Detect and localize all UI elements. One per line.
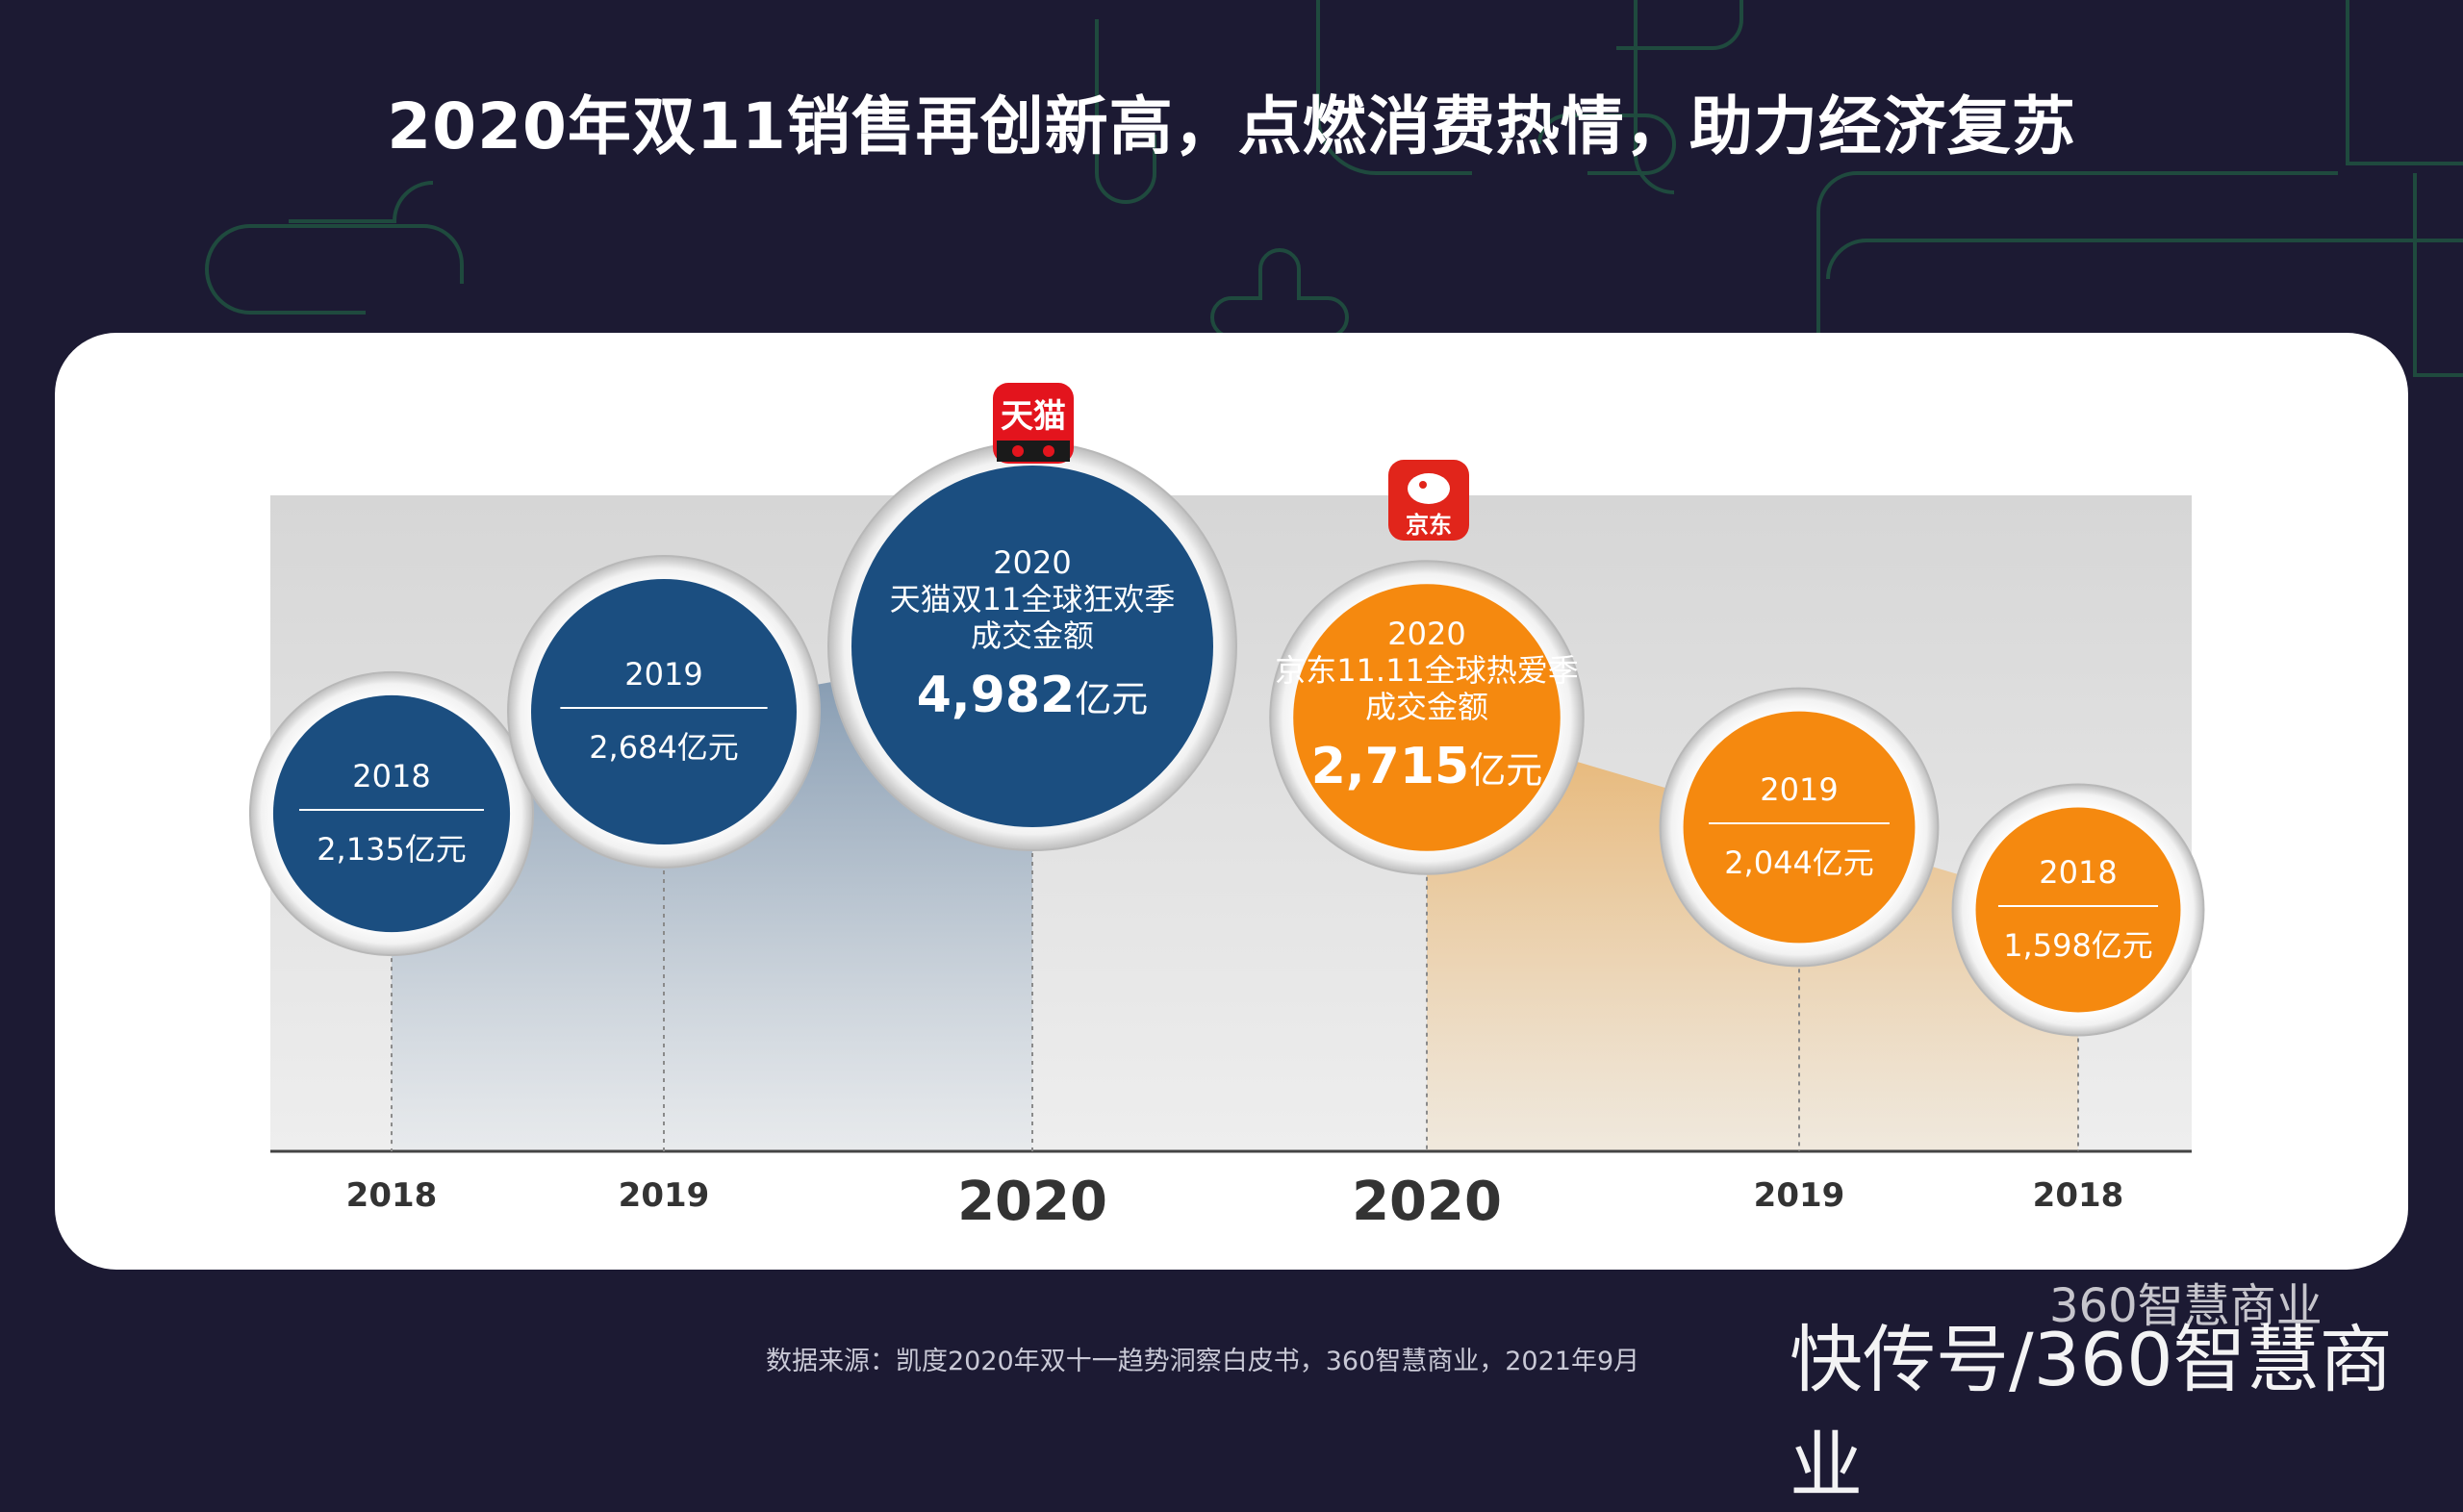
bubble-fill — [851, 466, 1213, 827]
bubble-desc-text: 京东11.11全球热爱季 — [1275, 652, 1579, 689]
x-tick-label: 2020 — [957, 1171, 1107, 1233]
tmall-logo: 天猫 — [993, 383, 1074, 464]
bubble-desc-text: 2020 — [1387, 616, 1465, 652]
x-tick-label: 2019 — [619, 1176, 710, 1215]
bubble-year-label: 2019 — [1760, 771, 1838, 808]
logo-dog-eye — [1419, 481, 1427, 489]
watermark-logo: 360智慧商业 — [2049, 1279, 2323, 1333]
logo-text: 京东 — [1406, 512, 1452, 539]
bubble-year-label: 2018 — [352, 758, 430, 794]
logo-dog-head — [1408, 473, 1450, 504]
bubble-tmall-2018: 2018 2,135亿元 — [248, 670, 535, 957]
bubble-tmall-2019: 2019 2,684亿元 — [507, 555, 821, 869]
bubble-year-label: 2019 — [624, 656, 702, 693]
bubble-fill — [272, 694, 511, 933]
bubble-desc-text: 2020 — [993, 544, 1071, 581]
bubble-jd-2019: 2019 2,044亿元 — [1659, 687, 1940, 968]
x-tick-label: 2018 — [346, 1176, 438, 1215]
logo-eyes — [997, 441, 1070, 462]
bubble-value-label: 4,982亿元 — [917, 667, 1149, 724]
bubble-fill — [531, 579, 797, 844]
logo-text: 天猫 — [1001, 397, 1066, 436]
bubble-value-label: 2,684亿元 — [589, 729, 739, 766]
watermark-text: 快传号/360智慧商业 — [1790, 1317, 2393, 1508]
bubble-value-label: 2,135亿元 — [317, 831, 467, 868]
x-tick-label: 2019 — [1754, 1176, 1845, 1215]
bubble-jd-2018: 2018 1,598亿元 — [1951, 783, 2205, 1037]
source-note: 数据来源：凯度2020年双十一趋势洞察白皮书，360智慧商业，2021年9月 — [766, 1347, 1640, 1376]
logo-eye — [1012, 445, 1024, 457]
chart: 20182,135亿元20192,684亿元2020天猫双11全球狂欢季成交金额… — [248, 383, 2205, 1233]
bubble-year-label: 2018 — [2039, 854, 2117, 891]
page-title: 2020年双11销售再创新高，点燃消费热情，助力经济复苏 — [387, 89, 2076, 164]
bubble-fill — [1683, 711, 1916, 944]
logo-eye — [1043, 445, 1054, 457]
x-tick-label: 2020 — [1352, 1171, 1502, 1233]
bubble-fill — [1293, 584, 1561, 851]
bubble-value-label: 1,598亿元 — [2003, 927, 2153, 964]
bubble-desc-text: 成交金额 — [1365, 689, 1488, 725]
bubble-fill — [1975, 807, 2181, 1013]
bubble-value-label: 2,715亿元 — [1311, 738, 1543, 795]
bubble-value-label: 2,044亿元 — [1724, 844, 1874, 881]
bubble-desc-text: 成交金额 — [971, 617, 1094, 654]
x-tick-label: 2018 — [2033, 1176, 2124, 1215]
jd-logo: 京东 — [1388, 460, 1469, 541]
bubble-desc-text: 天猫双11全球狂欢季 — [890, 581, 1176, 617]
